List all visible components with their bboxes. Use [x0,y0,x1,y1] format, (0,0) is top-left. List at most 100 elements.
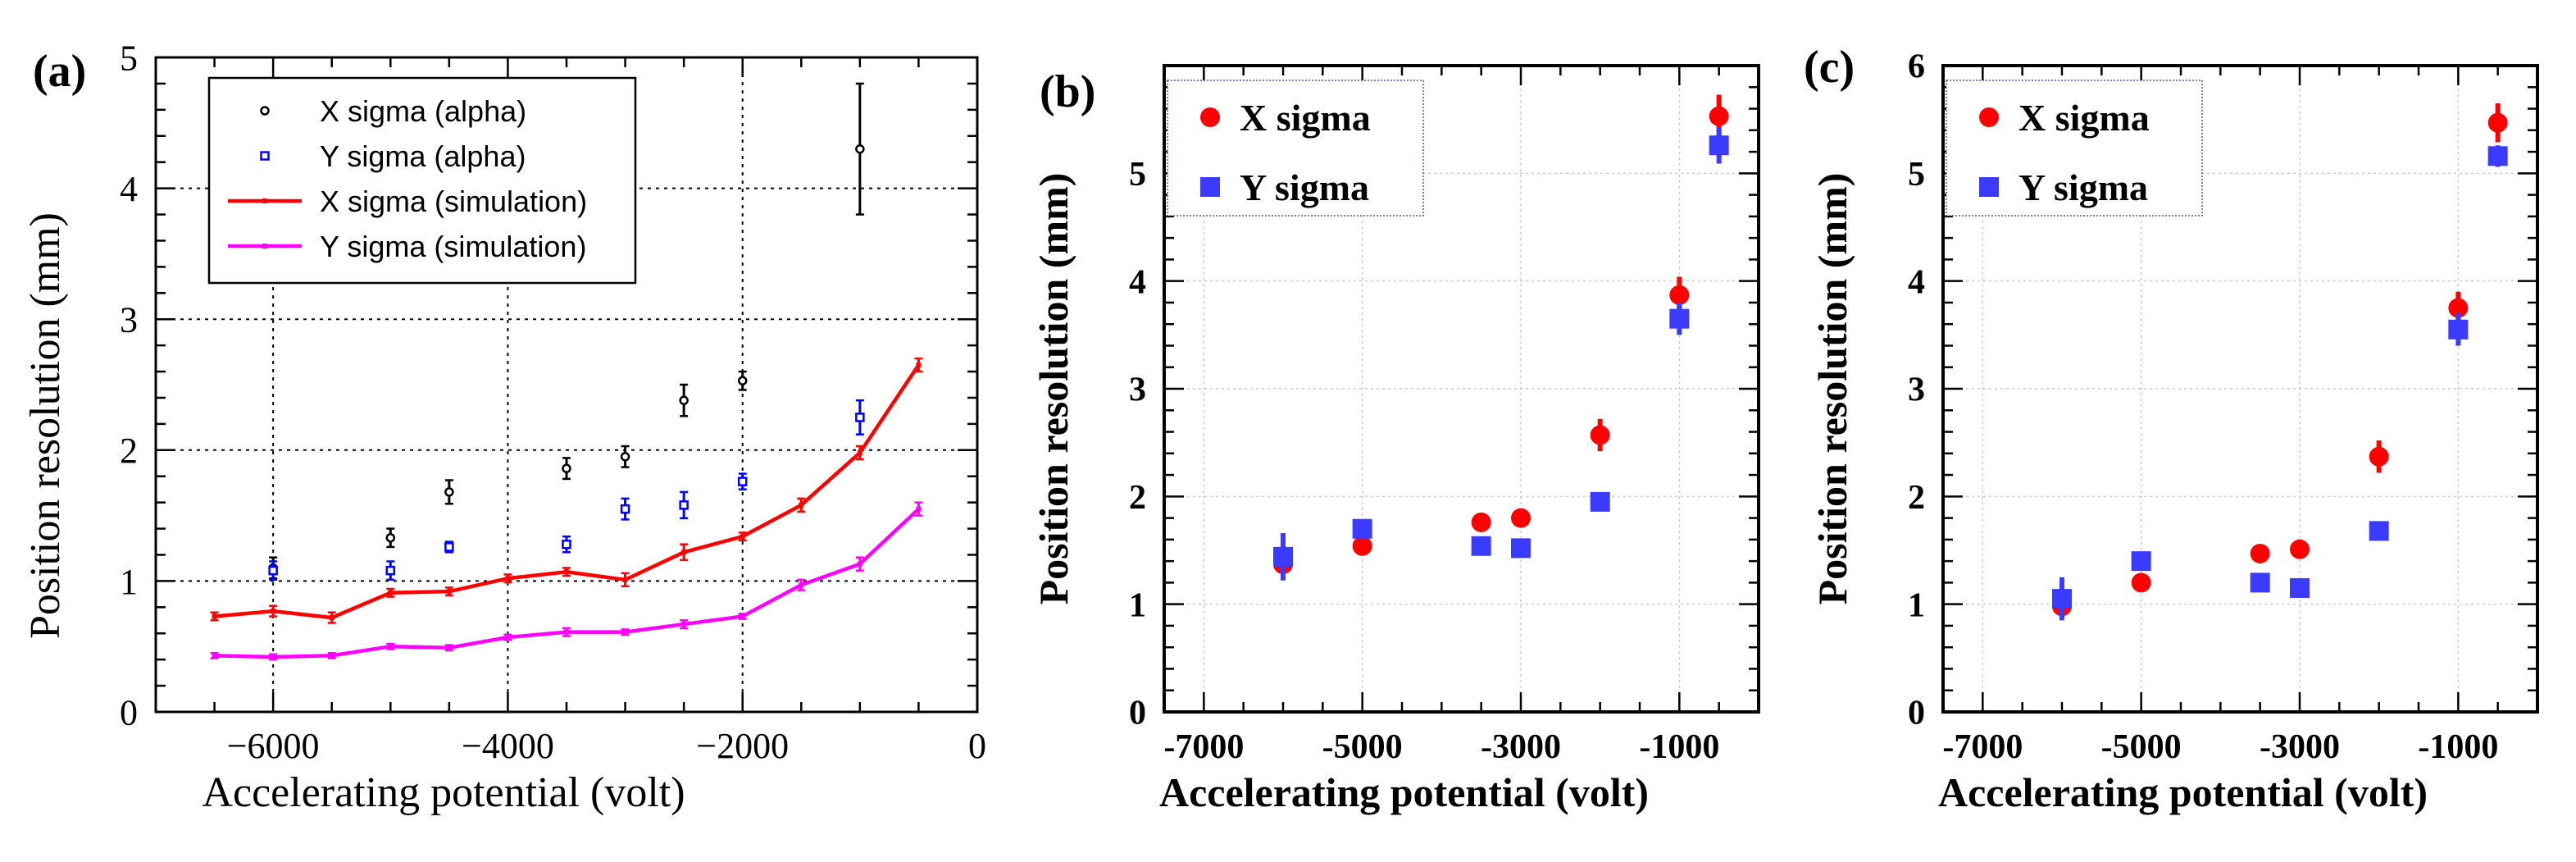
data-point [444,542,454,552]
legend-label: Y sigma [2018,166,2148,208]
data-point [1471,536,1491,556]
data-point [857,561,862,567]
data-point [444,487,454,497]
x-tick-label: −2000 [696,726,789,766]
data-point [799,582,804,588]
y-tick-label: 0 [1129,695,1146,732]
legend-label: X sigma [1240,97,1371,139]
data-point [740,613,745,619]
data-point [268,565,278,576]
legend: X sigma Y sigma [1946,80,2203,217]
grid [1164,66,1759,712]
data-point [2290,539,2310,559]
data-point [620,452,630,462]
data-point [212,653,217,659]
legend-swatch [1200,107,1220,127]
data-point [857,449,862,455]
x-tick-label: -5000 [2101,728,2182,766]
panel-c: -7000 -5000 -3000 -1000 0 1 2 3 4 5 6 Accelerating … [1804,42,2539,815]
x-tick-label: -5000 [1322,728,1403,766]
data-point [1669,285,1690,305]
y-tick-label: 3 [1129,372,1146,409]
y-tick-label: 5 [1908,156,1925,194]
data-point [1352,518,1372,539]
data-point [2369,521,2389,541]
x-axis-label: Accelerating potential (volt) [202,769,685,816]
data-point [1709,135,1729,156]
panel-b: -7000 -5000 -3000 -1000 0 1 2 3 4 5 Accelerating p… [1031,64,1760,815]
data-point [329,653,335,659]
y-tick-label: 1 [1908,586,1925,624]
data-point [622,629,628,635]
data-point [1511,508,1531,528]
panel-label: (b) [1040,66,1095,117]
y-tick-label: 4 [1908,263,1925,301]
y-tick-label: 4 [1129,263,1146,301]
ticks [1941,64,2539,714]
y-tick-label: 3 [120,300,138,340]
legend: X sigma Y sigma [1167,80,1424,217]
data-point [799,502,804,508]
data-point [2131,572,2151,593]
x-tick-label: -3000 [2260,728,2340,766]
data-point [505,576,511,582]
legend-swatch [260,151,270,161]
data-point [916,506,922,512]
data-point [564,629,569,635]
legend-label: Y sigma (simulation) [320,230,586,263]
y-tick-label: 1 [1129,586,1146,624]
data-point [329,615,335,621]
x-tick-label: −6000 [227,726,320,766]
y-axis-label: Position resolution (mm) [1031,173,1076,605]
panel-label: (c) [1804,42,1855,93]
data-point [681,622,687,627]
data-point [271,654,276,659]
y-axis-label: Position resolution (mm) [22,212,69,639]
y-axis-label: Position resolution (mm) [1809,173,1855,605]
data-point [2448,298,2469,318]
x-axis-label: Accelerating potential (volt) [1938,769,2428,815]
data-point [1590,425,1610,445]
y-tick-label: 0 [120,692,138,732]
data-point [2131,551,2151,572]
data-point [562,463,571,473]
legend-swatch-marker [262,198,267,203]
panel-label: (a) [33,46,86,97]
series-0 [268,82,865,580]
x-tick-label: -1000 [1639,728,1719,766]
y-tick-label: 2 [1908,479,1925,517]
legend-label: X sigma [2018,97,2150,139]
data-point [2369,446,2389,467]
ticks [154,56,979,714]
y-tick-label: 6 [1908,48,1925,86]
data-point [2052,589,2072,609]
legend-label: X sigma (alpha) [320,94,526,128]
y-tick-label: 2 [1129,479,1146,517]
y-tick-label: 0 [1908,695,1925,732]
x-tick-label: -7000 [1163,728,1244,766]
data-point [271,609,276,614]
data-point [388,644,394,650]
data-point [2250,572,2270,593]
x-tick-label: 0 [968,726,986,766]
data-point [855,144,865,154]
y-tick-label: 1 [120,562,138,602]
legend-box [207,76,637,285]
data-point [2290,577,2310,598]
legend-swatch-marker [262,244,267,249]
data-point [1273,546,1293,567]
ticks [1163,64,1760,714]
y-tick-label: 3 [1908,372,1925,409]
x-tick-label: -3000 [1481,728,1561,766]
data-point [679,395,689,405]
data-point [388,590,394,595]
data-point [2250,543,2270,563]
data-point [562,539,571,550]
data-point [737,477,748,486]
x-axis-label: Accelerating potential (volt) [1159,769,1649,815]
data-point [740,534,745,540]
y-tick-label: 4 [120,169,138,209]
data-point [1669,308,1690,329]
data-point [620,504,630,514]
